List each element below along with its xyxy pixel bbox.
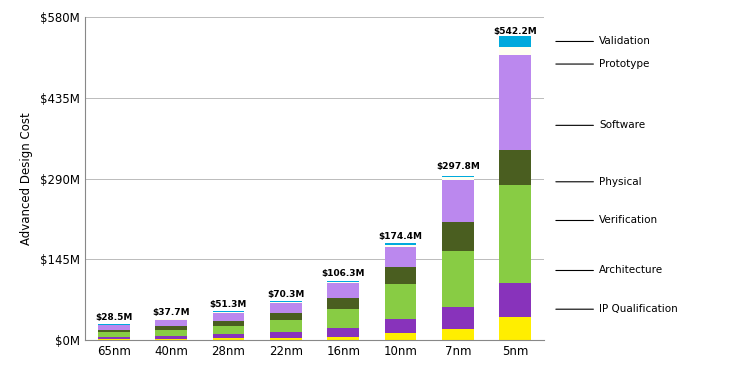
Bar: [442, 176, 474, 177]
Text: IP Qualification: IP Qualification: [556, 304, 678, 314]
Y-axis label: Advanced Design Cost: Advanced Design Cost: [20, 112, 33, 245]
Bar: [270, 332, 302, 338]
Bar: [98, 330, 130, 332]
Text: $51.3M: $51.3M: [209, 300, 247, 309]
Text: $297.8M: $297.8M: [436, 162, 480, 171]
Bar: [155, 319, 187, 320]
Bar: [500, 185, 531, 283]
Bar: [500, 47, 531, 55]
Bar: [327, 336, 359, 340]
Text: Physical: Physical: [556, 177, 642, 187]
Bar: [442, 306, 474, 329]
Text: $70.3M: $70.3M: [267, 290, 305, 298]
Text: Architecture: Architecture: [556, 265, 663, 275]
Bar: [442, 180, 474, 222]
Bar: [385, 284, 417, 319]
Bar: [385, 333, 417, 340]
Text: Validation: Validation: [556, 36, 651, 46]
Bar: [155, 329, 187, 336]
Bar: [212, 321, 244, 326]
Bar: [442, 329, 474, 340]
Bar: [385, 247, 417, 267]
Bar: [327, 283, 359, 298]
Bar: [500, 36, 531, 47]
Bar: [270, 313, 302, 320]
Bar: [500, 317, 531, 340]
Bar: [327, 298, 359, 309]
Bar: [155, 339, 187, 340]
Bar: [327, 328, 359, 336]
Bar: [385, 245, 417, 247]
Bar: [500, 150, 531, 185]
Bar: [98, 332, 130, 337]
Bar: [385, 267, 417, 284]
Text: $28.5M: $28.5M: [95, 313, 132, 322]
Text: Software: Software: [556, 120, 645, 130]
Bar: [155, 320, 187, 326]
Bar: [270, 320, 302, 332]
Bar: [270, 338, 302, 340]
Bar: [500, 283, 531, 317]
Text: $542.2M: $542.2M: [494, 26, 537, 36]
Bar: [212, 326, 244, 334]
Bar: [385, 243, 417, 245]
Bar: [442, 251, 474, 306]
Text: Prototype: Prototype: [556, 59, 649, 69]
Bar: [98, 324, 130, 325]
Text: Verification: Verification: [556, 215, 658, 225]
Bar: [212, 338, 244, 340]
Bar: [270, 302, 302, 303]
Bar: [98, 337, 130, 339]
Bar: [212, 311, 244, 312]
Bar: [212, 313, 244, 321]
Text: $174.4M: $174.4M: [379, 232, 423, 241]
Bar: [155, 336, 187, 339]
Bar: [442, 177, 474, 180]
Bar: [212, 334, 244, 338]
Bar: [327, 281, 359, 282]
Bar: [327, 309, 359, 328]
Text: $106.3M: $106.3M: [321, 270, 365, 278]
Bar: [327, 282, 359, 283]
Bar: [270, 303, 302, 313]
Bar: [98, 325, 130, 330]
Text: $37.7M: $37.7M: [152, 308, 190, 317]
Bar: [270, 301, 302, 302]
Bar: [98, 339, 130, 340]
Bar: [212, 312, 244, 313]
Bar: [442, 222, 474, 251]
Bar: [155, 326, 187, 329]
Bar: [500, 55, 531, 150]
Bar: [385, 319, 417, 333]
